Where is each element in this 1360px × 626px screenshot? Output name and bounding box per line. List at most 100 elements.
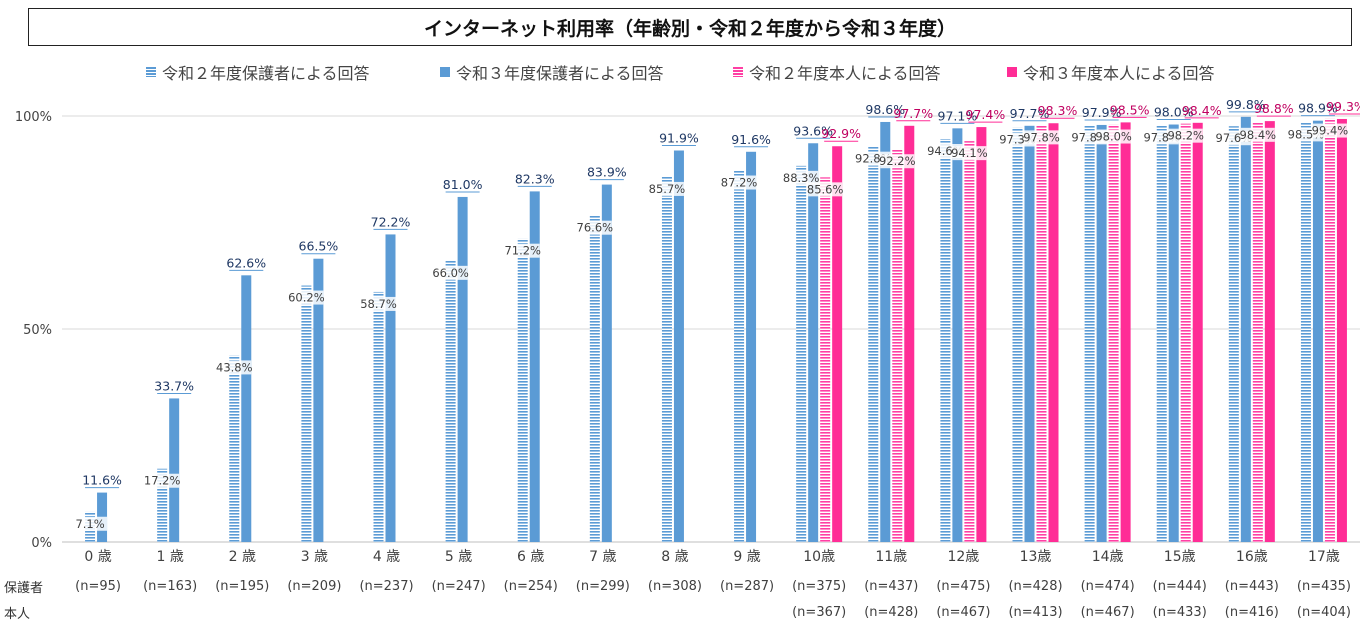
n-guardian-label: (n=195) (215, 579, 269, 594)
n-guardian-label: (n=287) (720, 579, 774, 594)
data-label-r3-self: 92.9% (821, 126, 861, 141)
bar-r3-guardian (1240, 116, 1251, 543)
data-label-r3-guardian: 97.7% (1010, 106, 1050, 121)
data-label-r2-self: 97.8% (1023, 130, 1060, 144)
bar-r3-self (1336, 118, 1347, 543)
data-label-bg (505, 243, 540, 258)
data-label-r3-guardian: 11.6% (82, 473, 122, 488)
bar-r3-guardian (457, 196, 468, 542)
data-label-r2-self: 92.2% (879, 154, 916, 168)
bar-r2-guardian (157, 468, 168, 542)
x-tick-label: 14歳 (1092, 549, 1124, 565)
bar-r2-guardian (373, 291, 384, 542)
bar-r2-guardian (940, 139, 951, 542)
legend-swatch-r2-self (733, 67, 743, 77)
data-label-r2-guardian: 60.2% (288, 291, 325, 305)
x-tick-label: 12歳 (947, 549, 979, 565)
bar-r2-self (1036, 125, 1047, 542)
data-label-r3-guardian: 66.5% (299, 239, 339, 254)
data-label-r3-guardian: 97.9% (1082, 105, 1122, 120)
bar-r3-guardian (169, 398, 180, 542)
data-label-bg (217, 360, 252, 375)
x-tick-label: 11歳 (875, 549, 907, 565)
bar-r3-guardian (1024, 125, 1035, 542)
data-label-bg (73, 516, 108, 531)
n-guardian-label: (n=443) (1225, 579, 1279, 594)
data-label-r2-guardian: 17.2% (144, 474, 181, 488)
bar-r3-guardian (1168, 124, 1179, 543)
x-tick-label: 0 歳 (84, 549, 111, 565)
bar-r2-guardian (734, 170, 745, 542)
n-self-label: (n=467) (936, 605, 990, 620)
data-label-r3-self: 98.3% (1038, 103, 1078, 118)
data-label-r2-self: 85.6% (807, 182, 844, 196)
bar-r2-self (1108, 124, 1119, 543)
bar-r2-self (892, 149, 903, 542)
data-label-r3-self: 98.8% (1254, 101, 1294, 116)
n-guardian-label: (n=435) (1297, 579, 1351, 594)
data-label-bg (649, 181, 684, 196)
data-label-bg (952, 146, 987, 161)
y-tick-label: 50% (23, 323, 52, 338)
data-label-r3-guardian: 98.9% (1298, 101, 1338, 116)
n-guardian-label: (n=299) (576, 579, 630, 594)
data-label-r3-guardian: 91.6% (731, 132, 771, 147)
data-label-r2-guardian: 58.7% (360, 297, 397, 311)
data-label-bg (784, 170, 819, 185)
data-label-bg (808, 182, 843, 197)
bar-r3-guardian (529, 191, 540, 543)
x-tick-label: 7 歳 (589, 549, 616, 565)
x-tick-label: 6 歳 (517, 549, 544, 565)
n-guardian-label: (n=428) (1008, 579, 1062, 594)
bar-r3-self (1192, 122, 1203, 542)
data-label-r2-guardian: 76.6% (577, 221, 614, 235)
bar-r2-guardian (229, 355, 240, 542)
x-tick-label: 1 歳 (156, 549, 183, 565)
data-label-r3-self: 97.7% (893, 106, 933, 121)
x-tick-label: 9 歳 (733, 549, 760, 565)
bar-r3-guardian (241, 275, 252, 542)
n-guardian-label: (n=254) (504, 579, 558, 594)
bar-r3-self (1120, 122, 1131, 542)
bar-r2-self (820, 177, 831, 542)
data-label-r2-self: 98.4% (1240, 128, 1277, 142)
bar-r2-guardian (1228, 126, 1239, 542)
data-label-r3-guardian: 62.6% (226, 255, 266, 270)
data-label-r3-guardian: 81.0% (443, 177, 483, 192)
x-tick-label: 15歳 (1164, 549, 1196, 565)
data-label-r2-self: 99.4% (1312, 124, 1349, 138)
data-label-bg (361, 296, 396, 311)
x-tick-label: 2 歳 (229, 549, 256, 565)
chart-title: インターネット利用率（年齢別・令和２年度から令和３年度） (423, 17, 956, 40)
data-label-r2-guardian: 66.0% (432, 266, 469, 280)
data-label-r3-guardian: 97.1% (938, 108, 978, 123)
bar-r3-self (832, 146, 843, 542)
data-label-r3-guardian: 72.2% (371, 214, 411, 229)
legend-swatch-r3-self (1007, 67, 1017, 77)
bar-r3-self (1048, 123, 1059, 542)
bar-r3-guardian (601, 184, 612, 542)
n-guardian-label: (n=237) (359, 579, 413, 594)
n-self-label: (n=413) (1008, 605, 1062, 620)
n-self-label: (n=428) (864, 605, 918, 620)
n-guardian-label: (n=375) (792, 579, 846, 594)
data-label-r2-guardian: 85.7% (649, 182, 686, 196)
n-self-label: (n=404) (1297, 605, 1351, 620)
bar-r2-guardian (517, 238, 528, 543)
data-label-r2-self: 94.1% (951, 146, 988, 160)
y-tick-label: 0% (31, 536, 52, 551)
legend-label-r3-self: 令和３年度本人による回答 (1023, 64, 1215, 83)
bar-r3-guardian (385, 234, 396, 543)
legend-label-r3-guardian: 令和３年度保護者による回答 (456, 64, 664, 83)
legend-swatch-r3-guardian (440, 67, 450, 77)
data-label-r3-guardian: 83.9% (587, 165, 627, 180)
legend-label-r2-guardian: 令和２年度保護者による回答 (162, 64, 370, 83)
data-label-r3-self: 98.4% (1182, 103, 1222, 118)
data-label-r3-guardian: 33.7% (154, 378, 194, 393)
data-label-r3-guardian: 99.8% (1226, 97, 1266, 112)
x-tick-label: 3 歳 (301, 549, 328, 565)
bar-r3-guardian (808, 143, 819, 542)
bar-r3-self (904, 125, 915, 542)
bar-r3-guardian (673, 150, 684, 543)
data-label-r3-guardian: 98.0% (1154, 105, 1194, 120)
